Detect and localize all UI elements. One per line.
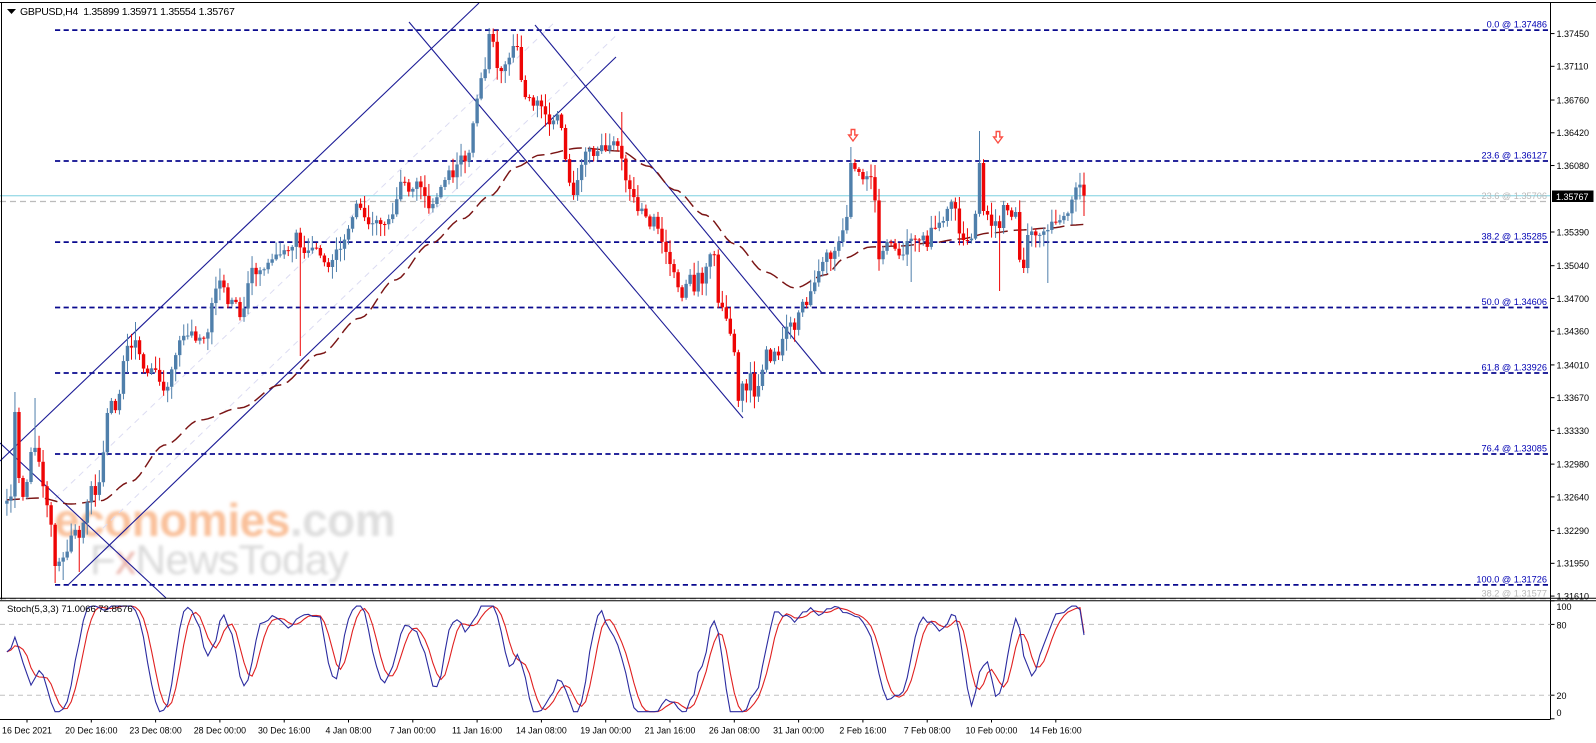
svg-text:4 Jan 08:00: 4 Jan 08:00 (326, 726, 372, 736)
svg-text:0: 0 (1557, 708, 1562, 718)
svg-text:30 Dec 16:00: 30 Dec 16:00 (258, 726, 310, 736)
svg-text:0.0 @ 1.37486: 0.0 @ 1.37486 (1487, 20, 1547, 30)
svg-text:61.8 @ 1.33926: 61.8 @ 1.33926 (1481, 363, 1547, 373)
svg-text:80: 80 (1557, 620, 1567, 630)
svg-text:26 Jan 08:00: 26 Jan 08:00 (709, 726, 760, 736)
svg-text:20: 20 (1557, 691, 1567, 701)
svg-text:1.35040: 1.35040 (1557, 261, 1590, 271)
svg-text:14 Jan 08:00: 14 Jan 08:00 (516, 726, 567, 736)
svg-text:1.35390: 1.35390 (1557, 227, 1590, 237)
svg-text:7 Jan 00:00: 7 Jan 00:00 (390, 726, 436, 736)
svg-text:1.34700: 1.34700 (1557, 294, 1590, 304)
svg-text:21 Jan 16:00: 21 Jan 16:00 (645, 726, 696, 736)
svg-text:100: 100 (1557, 602, 1572, 612)
svg-text:23 Dec 08:00: 23 Dec 08:00 (129, 726, 181, 736)
svg-text:50.0 @ 1.34606: 50.0 @ 1.34606 (1481, 297, 1547, 307)
svg-text:1.32980: 1.32980 (1557, 460, 1590, 470)
svg-text:1.37450: 1.37450 (1557, 29, 1590, 39)
svg-text:23.6 @ 1.36127: 23.6 @ 1.36127 (1481, 151, 1547, 161)
svg-text:23.6 @ 1.35706: 23.6 @ 1.35706 (1481, 191, 1547, 201)
svg-text:28 Dec 00:00: 28 Dec 00:00 (194, 726, 246, 736)
svg-text:1.32290: 1.32290 (1557, 526, 1590, 536)
svg-text:38.2 @ 1.31577: 38.2 @ 1.31577 (1481, 589, 1547, 599)
svg-text:10 Feb 00:00: 10 Feb 00:00 (966, 726, 1018, 736)
svg-text:1.36420: 1.36420 (1557, 128, 1590, 138)
svg-text:2 Feb 16:00: 2 Feb 16:00 (839, 726, 886, 736)
svg-text:38.2 @ 1.35285: 38.2 @ 1.35285 (1481, 232, 1547, 242)
svg-text:1.33330: 1.33330 (1557, 426, 1590, 436)
svg-text:FxNewsToday: FxNewsToday (90, 536, 349, 583)
svg-text:16 Dec 2021: 16 Dec 2021 (2, 726, 52, 736)
svg-text:1.36080: 1.36080 (1557, 161, 1590, 171)
svg-text:1.31610: 1.31610 (1557, 591, 1590, 601)
svg-text:1.36760: 1.36760 (1557, 95, 1590, 105)
svg-text:31 Jan 00:00: 31 Jan 00:00 (773, 726, 824, 736)
svg-text:20 Dec 16:00: 20 Dec 16:00 (65, 726, 117, 736)
svg-text:7 Feb 08:00: 7 Feb 08:00 (904, 726, 951, 736)
svg-text:1.32640: 1.32640 (1557, 492, 1590, 502)
svg-text:19 Jan 00:00: 19 Jan 00:00 (580, 726, 631, 736)
svg-text:1.37110: 1.37110 (1557, 62, 1589, 72)
svg-text:Stoch(5,3,3) 71.0066 72.8676: Stoch(5,3,3) 71.0066 72.8676 (7, 604, 133, 615)
svg-text:1.34010: 1.34010 (1557, 360, 1590, 370)
svg-text:11 Jan 16:00: 11 Jan 16:00 (452, 726, 502, 736)
svg-text:1.31950: 1.31950 (1557, 559, 1590, 569)
svg-text:GBPUSD,H4 1.35899 1.35971 1.3: GBPUSD,H4 1.35899 1.35971 1.35554 1.3576… (20, 6, 235, 18)
svg-text:1.33670: 1.33670 (1557, 393, 1590, 403)
svg-text:100.0 @ 1.31726: 100.0 @ 1.31726 (1476, 574, 1547, 584)
svg-text:1.35767: 1.35767 (1556, 192, 1589, 202)
svg-text:76.4 @ 1.33085: 76.4 @ 1.33085 (1481, 444, 1547, 454)
svg-text:1.34360: 1.34360 (1557, 327, 1590, 337)
svg-text:14 Feb 16:00: 14 Feb 16:00 (1030, 726, 1082, 736)
